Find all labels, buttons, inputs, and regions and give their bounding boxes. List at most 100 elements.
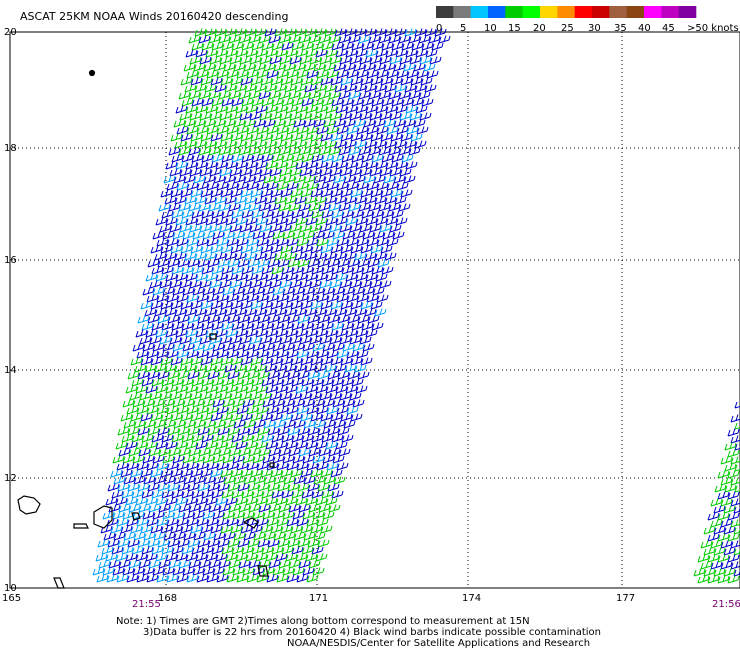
wind-barb — [111, 490, 124, 499]
legend-label: 15 — [508, 23, 521, 34]
wind-barb — [137, 539, 150, 548]
wind-barb — [300, 77, 313, 86]
wind-barb — [404, 140, 417, 149]
wind-barb — [280, 301, 293, 310]
wind-barb — [189, 280, 202, 289]
wind-barb — [408, 91, 421, 100]
wind-barb — [281, 210, 294, 219]
wind-barb — [245, 49, 258, 58]
wind-barb — [171, 154, 184, 163]
wind-barb — [155, 329, 168, 338]
wind-barb — [269, 336, 282, 345]
wind-barb — [261, 490, 274, 499]
legend-label: 40 — [638, 23, 651, 34]
wind-barb — [350, 133, 363, 142]
wind-barb — [311, 434, 324, 443]
wind-barb — [201, 490, 214, 499]
wind-barb — [284, 28, 297, 37]
wind-barb — [141, 434, 154, 443]
wind-barb — [260, 301, 273, 310]
wind-barb — [195, 217, 208, 226]
wind-barb — [258, 448, 271, 457]
wind-barb — [329, 224, 342, 233]
wind-barb — [275, 217, 288, 226]
wind-barb — [310, 133, 323, 142]
wind-barb — [187, 371, 200, 380]
wind-barb — [197, 259, 210, 268]
wind-barb — [270, 413, 283, 422]
wind-barb — [201, 266, 214, 275]
wind-barb — [165, 497, 178, 506]
wind-barb — [370, 189, 383, 198]
wind-barb — [210, 77, 223, 86]
wind-barb — [294, 28, 307, 37]
legend-label: 35 — [614, 23, 627, 34]
wind-barb — [276, 406, 289, 415]
wind-barb — [171, 434, 184, 443]
wind-barb — [727, 512, 740, 521]
wind-barb — [102, 567, 115, 576]
wind-barb — [309, 224, 322, 233]
wind-barb — [385, 49, 398, 58]
wind-barb — [187, 315, 200, 324]
wind-barb — [262, 287, 275, 296]
wind-barb — [146, 406, 159, 415]
wind-barb — [398, 147, 411, 156]
wind-barb — [249, 168, 262, 177]
wind-barb — [419, 56, 432, 65]
wind-barb — [371, 98, 384, 107]
wind-barb — [298, 560, 311, 569]
wind-barb — [226, 350, 239, 359]
wind-barb — [267, 427, 280, 436]
wind-barb — [209, 168, 222, 177]
wind-barb — [219, 56, 232, 65]
wind-barb — [318, 35, 331, 44]
wind-barb — [346, 406, 359, 415]
wind-barb — [316, 518, 329, 527]
wind-barb — [261, 42, 274, 51]
wind-barb — [215, 273, 228, 282]
wind-barb — [321, 210, 334, 219]
wind-barb — [313, 532, 326, 541]
wind-barb — [723, 568, 736, 577]
wind-barb — [293, 476, 306, 485]
wind-barb — [122, 567, 135, 576]
wind-barb — [205, 49, 218, 58]
wind-barb — [270, 189, 283, 198]
wind-barb — [390, 133, 403, 142]
wind-barb — [434, 28, 447, 37]
legend-swatch — [453, 6, 471, 18]
wind-barb — [239, 392, 252, 401]
wind-barb — [207, 259, 220, 268]
wind-barb — [178, 203, 191, 212]
wind-barb — [198, 203, 211, 212]
legend-label: 10 — [484, 23, 497, 34]
wind-barb — [234, 84, 247, 93]
wind-barb — [329, 336, 342, 345]
wind-barbs — [92, 28, 740, 584]
wind-barb — [219, 112, 232, 121]
wind-barb — [231, 490, 244, 499]
wind-barb — [312, 287, 325, 296]
wind-barb — [276, 294, 289, 303]
wind-barb — [147, 371, 160, 380]
wind-barb — [345, 105, 358, 114]
wind-barb — [175, 105, 188, 114]
wind-barb — [294, 196, 307, 205]
wind-barb — [307, 539, 320, 548]
wind-barb — [283, 532, 296, 541]
wind-barb — [243, 476, 256, 485]
wind-barb — [405, 161, 418, 170]
wind-barb — [274, 140, 287, 149]
wind-barb — [262, 343, 275, 352]
wind-barb — [391, 210, 404, 219]
wind-barb — [339, 112, 352, 121]
wind-barb — [364, 28, 377, 37]
wind-barb — [351, 42, 364, 51]
wind-barb — [353, 119, 366, 128]
wind-barb — [251, 154, 264, 163]
wind-barb — [164, 308, 177, 317]
wind-barb — [285, 385, 298, 394]
wind-barb — [264, 140, 277, 149]
wind-barb — [724, 463, 737, 472]
